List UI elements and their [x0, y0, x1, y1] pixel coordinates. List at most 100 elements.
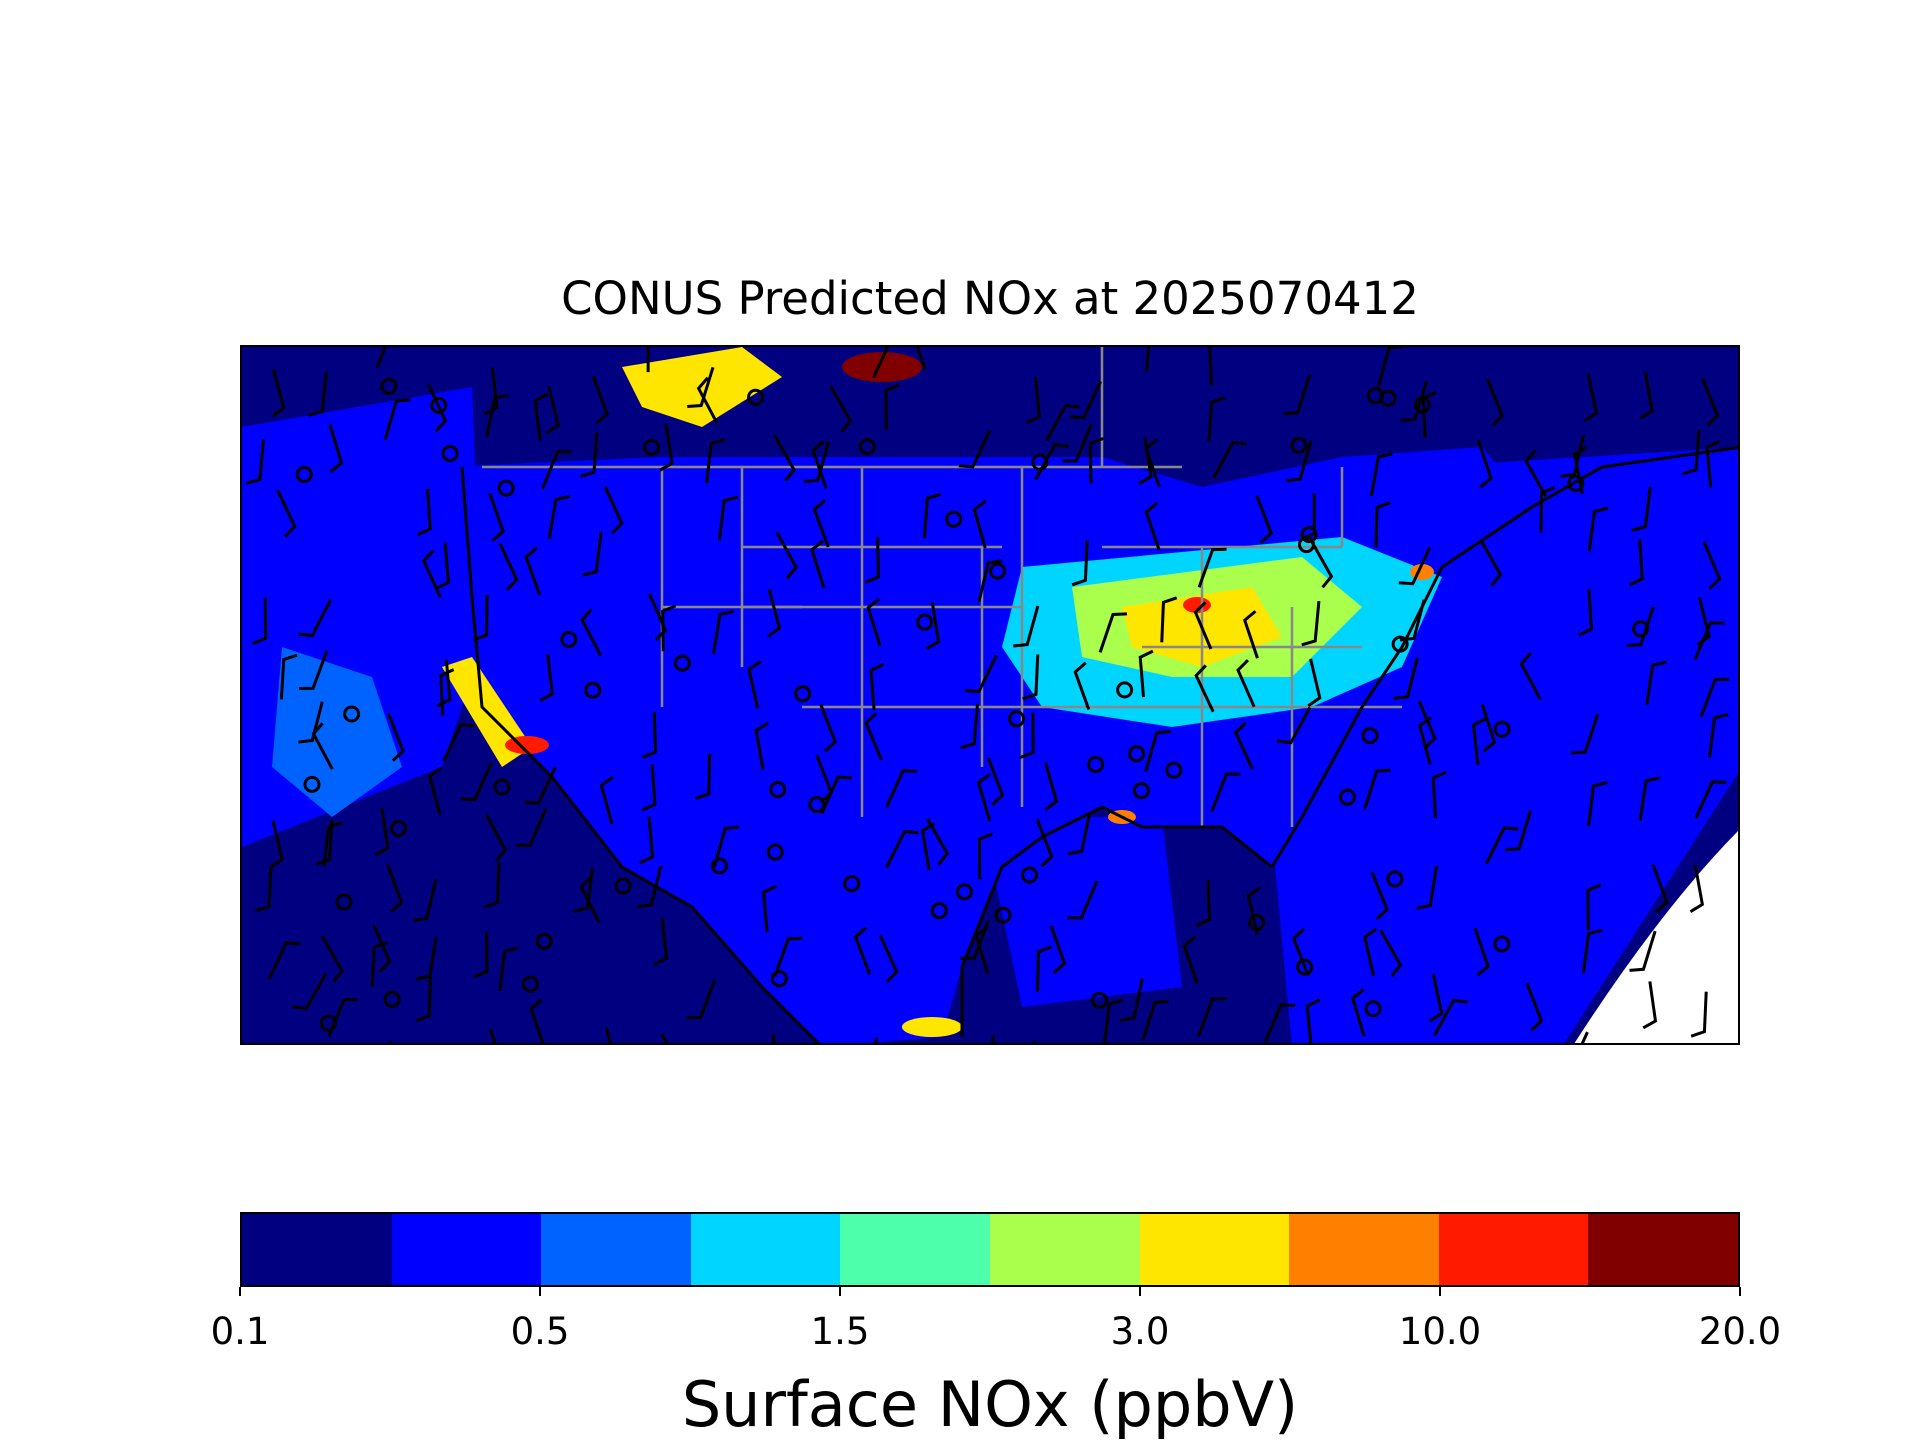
wind-barb	[1690, 991, 1708, 1038]
wind-barb	[292, 973, 328, 1011]
wind-barb	[269, 820, 284, 869]
station-marker	[1391, 635, 1409, 653]
wind-barb	[485, 393, 509, 438]
station-marker	[916, 613, 934, 631]
wind-barb	[1195, 879, 1211, 927]
nox-map	[242, 347, 1738, 1043]
wind-barb	[1071, 540, 1089, 587]
wind-barb	[641, 764, 657, 812]
station-marker	[770, 970, 788, 988]
wind-barb	[915, 347, 927, 371]
wind-barb	[1377, 347, 1404, 387]
colorbar-swatch	[1139, 1214, 1290, 1285]
colorbar-tick-label: 20.0	[1698, 1310, 1782, 1353]
wind-barb	[1035, 818, 1054, 868]
wind-barb	[1102, 998, 1124, 1043]
wind-barb	[1212, 440, 1247, 479]
colorbar-tick	[839, 1287, 841, 1296]
wind-barb	[1145, 347, 1151, 372]
wind-barb	[810, 539, 826, 589]
wind-barb	[1379, 929, 1403, 977]
wind-barb	[885, 769, 918, 808]
wind-barb	[483, 862, 501, 909]
wind-barb	[1301, 601, 1321, 647]
station-marker	[1361, 727, 1379, 745]
map-title: CONUS Predicted NOx at 2025070412	[561, 272, 1419, 325]
station-marker	[497, 479, 515, 497]
wind-barb	[977, 559, 1003, 602]
wind-barb	[661, 604, 677, 652]
wind-barb	[1393, 657, 1419, 700]
wind-barb	[747, 660, 762, 709]
wind-barb	[427, 383, 448, 433]
station-marker	[560, 630, 578, 648]
wind-barb	[1026, 376, 1041, 425]
colorbar-swatch	[989, 1214, 1140, 1285]
wind-barb	[1484, 826, 1519, 865]
wind-barb	[412, 879, 438, 922]
wind-barb	[885, 829, 919, 868]
wind-barb	[1088, 436, 1104, 484]
station-marker	[1165, 761, 1183, 779]
wind-barb	[1285, 440, 1313, 482]
wind-barb	[276, 489, 297, 538]
wind-barb	[1707, 712, 1729, 758]
wind-barb	[819, 704, 837, 753]
station-marker	[1493, 720, 1511, 738]
wind-barb	[695, 753, 712, 801]
wind-barb	[1524, 449, 1548, 497]
wind-barb	[308, 371, 328, 417]
mexico-hotspot	[902, 1017, 962, 1037]
station-marker	[390, 819, 408, 837]
wind-barb	[1255, 495, 1273, 544]
wind-barb	[1476, 439, 1493, 489]
wind-barb	[773, 936, 803, 978]
wind-barb	[545, 385, 560, 435]
station-marker	[1087, 755, 1105, 773]
wind-barb	[1416, 865, 1439, 910]
wind-barb	[541, 450, 572, 490]
wind-barb	[974, 925, 990, 975]
wind-barb	[321, 935, 344, 983]
wind-barb	[1485, 378, 1505, 427]
wind-barb	[1307, 658, 1322, 707]
wind-barb	[1193, 601, 1213, 650]
station-marker	[521, 975, 539, 993]
wind-barb	[1246, 886, 1261, 935]
wind-barb	[1699, 677, 1730, 718]
wind-barb	[1283, 374, 1312, 416]
canada-hotspot	[842, 352, 922, 382]
colorbar-tick	[239, 1287, 241, 1296]
wind-barb	[653, 918, 669, 966]
colorbar-swatch	[1438, 1214, 1589, 1285]
station-marker	[858, 438, 876, 456]
wind-barb	[705, 438, 726, 484]
wind-barb	[1350, 988, 1366, 1037]
wind-barb	[1197, 547, 1227, 588]
wind-barb	[515, 808, 548, 847]
colorbar-label: Surface NOx (ppbV)	[681, 1368, 1299, 1441]
station-marker	[584, 681, 602, 699]
wind-barb	[1429, 973, 1444, 1023]
station-marker	[930, 902, 948, 920]
station-marker	[989, 562, 1007, 580]
wind-barb	[1141, 999, 1170, 1041]
wind-barb	[1013, 605, 1040, 648]
wind-barb	[1138, 649, 1154, 698]
wind-barb	[328, 424, 344, 473]
wind-barb	[811, 440, 828, 489]
colorbar-tick	[539, 1287, 541, 1296]
colorbar-swatch	[541, 1214, 691, 1285]
map-panel[interactable]	[240, 345, 1740, 1045]
wind-barb	[1587, 780, 1608, 826]
wind-barb	[1144, 438, 1161, 488]
wind-barb	[547, 495, 571, 539]
wind-barb	[829, 385, 853, 433]
colorbar-tick	[1439, 1287, 1441, 1296]
station-marker	[303, 775, 321, 793]
wind-barb	[869, 662, 885, 711]
station-marker	[1248, 913, 1266, 931]
station-marker	[1366, 387, 1384, 405]
station-marker	[1090, 991, 1108, 1009]
gulf-region	[982, 817, 1182, 1007]
